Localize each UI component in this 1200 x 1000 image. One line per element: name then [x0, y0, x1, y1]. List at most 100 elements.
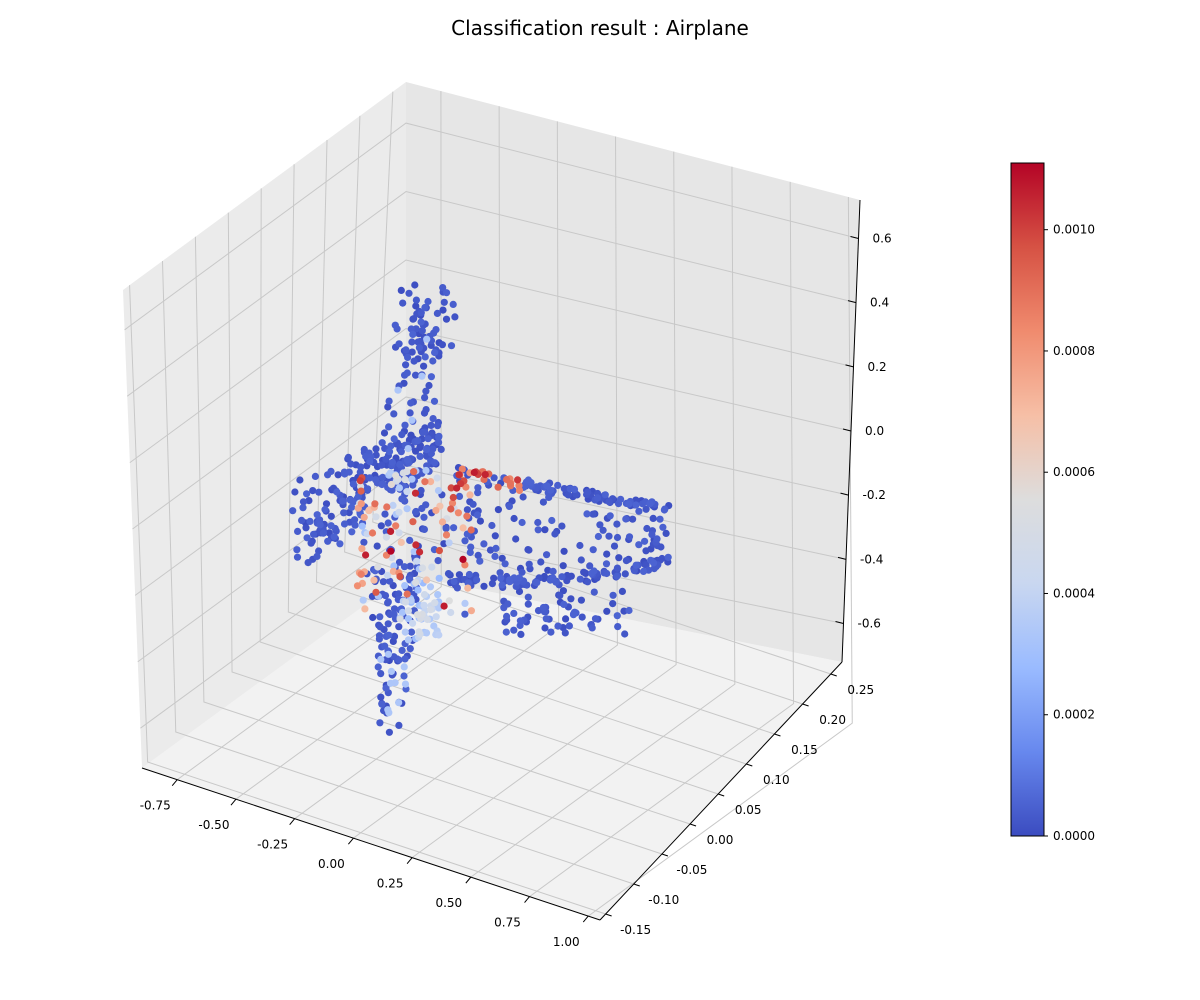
data-point	[461, 610, 469, 618]
data-point	[459, 524, 467, 532]
data-point	[576, 541, 584, 550]
data-point	[444, 570, 453, 578]
x-tick: 0.00	[318, 837, 354, 871]
data-point	[411, 489, 420, 497]
data-point	[603, 550, 611, 558]
data-point	[356, 477, 364, 485]
data-point	[423, 576, 431, 584]
data-point	[408, 475, 416, 483]
x-tick: 1.00	[553, 915, 589, 949]
data-point	[431, 459, 439, 467]
data-point	[656, 515, 664, 523]
data-point	[416, 548, 424, 556]
data-point	[400, 663, 408, 671]
z-gridline	[134, 396, 849, 596]
data-point	[498, 554, 506, 562]
data-point	[515, 482, 523, 490]
data-point	[395, 529, 403, 537]
data-point	[418, 372, 426, 380]
data-point	[613, 533, 622, 542]
data-point	[558, 573, 566, 581]
data-point	[524, 600, 532, 608]
data-point	[473, 511, 481, 519]
data-point	[302, 524, 310, 532]
data-point	[591, 615, 600, 623]
data-point	[491, 532, 499, 540]
data-point	[397, 286, 405, 294]
z-tick: -0.4	[837, 552, 883, 566]
data-point	[394, 386, 402, 394]
data-point	[533, 579, 541, 587]
data-point	[387, 442, 395, 450]
data-point	[311, 472, 319, 480]
data-point	[426, 583, 435, 591]
data-point	[433, 309, 441, 317]
data-point	[407, 596, 415, 605]
data-point	[293, 553, 302, 561]
data-point	[406, 645, 414, 653]
data-point	[510, 609, 518, 618]
data-point	[424, 297, 432, 306]
colorbar-tick: 0.0010	[1044, 223, 1095, 237]
data-point	[514, 476, 522, 484]
data-point	[583, 510, 591, 518]
data-point	[406, 409, 414, 417]
data-point	[603, 569, 611, 578]
data-point	[516, 617, 525, 625]
z-tick: 0.0	[842, 424, 884, 438]
data-point	[378, 439, 386, 447]
data-point	[386, 577, 394, 585]
data-point	[304, 559, 312, 567]
data-point	[613, 520, 621, 528]
data-point	[470, 468, 478, 477]
data-point	[403, 590, 411, 598]
data-point	[584, 578, 592, 586]
data-point	[390, 562, 398, 570]
data-point	[319, 529, 327, 537]
data-point	[432, 506, 440, 515]
y-axis-line	[599, 661, 843, 921]
data-point	[660, 506, 669, 514]
data-point	[453, 584, 461, 592]
data-point	[622, 515, 630, 523]
colorbar-tick: 0.0004	[1044, 586, 1095, 600]
data-point	[410, 468, 418, 476]
data-point	[370, 576, 378, 584]
data-point	[392, 522, 400, 530]
data-point	[463, 506, 471, 514]
data-point	[461, 537, 469, 545]
data-point	[560, 547, 568, 555]
data-point	[384, 519, 392, 527]
x-tick-mark	[406, 857, 413, 864]
y-tick-mark	[718, 793, 725, 797]
data-point	[466, 548, 474, 557]
x-tick-mark	[582, 915, 589, 923]
data-point	[306, 517, 314, 526]
data-point	[405, 289, 413, 297]
data-point	[408, 348, 416, 356]
data-point	[327, 522, 335, 530]
data-point	[577, 596, 586, 604]
y-gridline	[372, 91, 831, 675]
data-point	[412, 579, 420, 587]
data-point	[480, 540, 488, 548]
data-point	[625, 533, 634, 541]
data-point	[376, 623, 384, 631]
data-point	[501, 560, 509, 568]
data-point	[447, 484, 455, 492]
data-point	[289, 507, 297, 515]
data-point	[381, 510, 389, 518]
data-point	[420, 601, 428, 609]
data-point	[433, 474, 441, 482]
data-point	[408, 338, 416, 346]
data-point	[560, 600, 568, 609]
y-tick: 0.05	[718, 793, 762, 817]
z-tick-label: 0.6	[873, 232, 892, 246]
data-point	[466, 491, 474, 499]
x-tick-label: 0.75	[494, 916, 521, 930]
y-tick-mark	[689, 823, 697, 827]
data-point	[321, 505, 329, 514]
data-point	[630, 567, 639, 575]
data-point	[548, 516, 556, 525]
